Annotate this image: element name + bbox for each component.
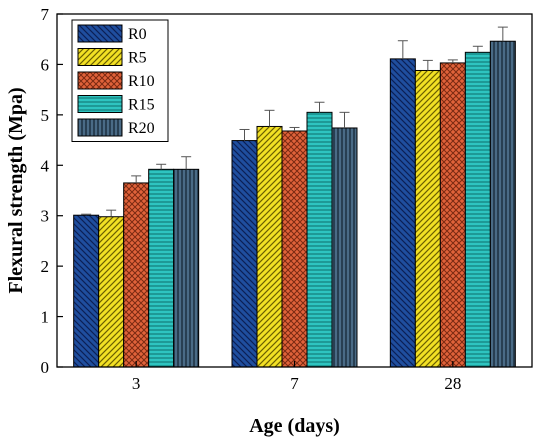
y-tick-label: 5 xyxy=(41,106,50,125)
legend-label-r20: R20 xyxy=(128,120,155,137)
bar-r5-3 xyxy=(98,216,125,368)
legend-label-r0: R0 xyxy=(128,26,147,43)
bar-r15-7 xyxy=(306,111,333,368)
legend-swatch-r0 xyxy=(77,24,123,43)
x-axis-title: Age (days) xyxy=(249,415,340,437)
legend-swatch-r20 xyxy=(77,118,123,137)
y-tick-label: 6 xyxy=(41,55,50,74)
bar-r10-3 xyxy=(123,182,150,368)
x-tick-label: 28 xyxy=(444,374,461,393)
legend-label-r10: R10 xyxy=(128,73,155,90)
legend-swatch-r10 xyxy=(77,71,123,90)
y-tick-label: 4 xyxy=(41,156,50,175)
y-tick-label: 3 xyxy=(41,207,50,226)
bar-r5-7 xyxy=(256,125,283,368)
legend-label-r15: R15 xyxy=(128,97,155,114)
y-tick-label: 0 xyxy=(41,358,50,377)
legend-swatch-r5 xyxy=(77,48,123,66)
bar-r0-28 xyxy=(389,58,416,368)
x-tick-label: 7 xyxy=(290,374,299,393)
bar-r15-28 xyxy=(464,51,491,368)
legend-swatch-r15 xyxy=(77,95,123,113)
y-axis-title: Flexural strength (Mpa) xyxy=(5,87,27,293)
bar-r5-28 xyxy=(414,69,441,368)
y-tick-label: 2 xyxy=(41,257,50,276)
y-tick-label: 7 xyxy=(41,5,50,24)
bar-r0-3 xyxy=(73,214,100,368)
bar-r20-3 xyxy=(173,168,200,368)
legend-label-r5: R5 xyxy=(128,50,147,67)
bar-r15-3 xyxy=(148,168,175,368)
bar-r10-7 xyxy=(281,130,308,368)
bar-r0-7 xyxy=(231,140,258,368)
y-tick-label: 1 xyxy=(41,308,50,327)
x-tick-label: 3 xyxy=(132,374,141,393)
bar-r10-28 xyxy=(439,62,466,368)
bar-r20-28 xyxy=(489,40,516,368)
bar-r20-7 xyxy=(331,127,358,368)
